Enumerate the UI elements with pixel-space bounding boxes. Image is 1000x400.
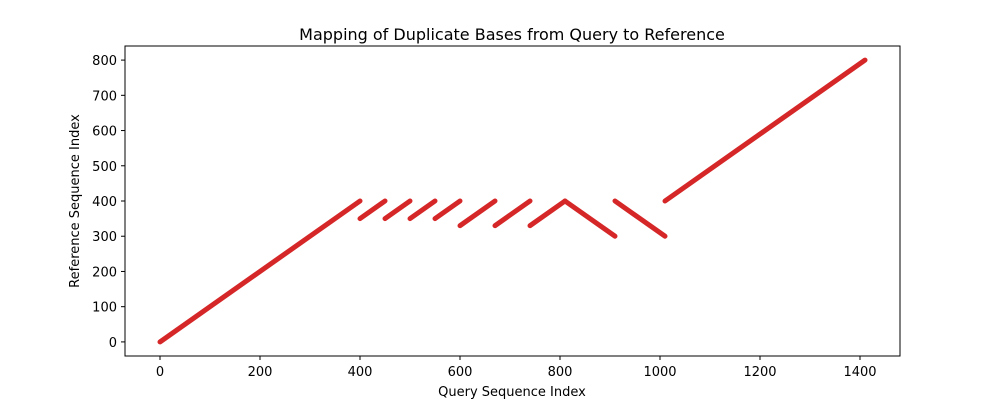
data-segment-4: [407, 198, 438, 222]
data-segment-1: [157, 198, 363, 345]
y-axis-title: Reference Sequence Index: [68, 114, 83, 288]
data-segment-5: [432, 198, 463, 222]
chart-title: Mapping of Duplicate Bases from Query to…: [299, 25, 725, 44]
y-tick-label: 500: [92, 160, 117, 175]
y-tick-label: 300: [92, 230, 117, 245]
data-segment-10: [612, 198, 668, 239]
data-segment-3: [382, 198, 413, 222]
y-tick-label: 0: [109, 336, 117, 351]
x-tick-label: 1200: [743, 365, 776, 380]
x-tick-label: 400: [348, 365, 373, 380]
y-tick-label: 800: [92, 54, 117, 69]
x-axis-title: Query Sequence Index: [438, 385, 586, 400]
x-tick-label: 1000: [643, 365, 676, 380]
plot-area: [157, 57, 868, 345]
data-segment-11: [662, 57, 868, 204]
x-tick-label: 200: [248, 365, 273, 380]
data-segment-2: [357, 198, 388, 222]
y-tick-label: 100: [92, 301, 117, 316]
data-segment-8: [527, 198, 568, 229]
plot-frame: [124, 45, 901, 357]
x-tick-label: 800: [548, 365, 573, 380]
x-axis: 0 200 400 600 800 1000 1200 1400: [156, 356, 877, 380]
y-tick-label: 600: [92, 125, 117, 140]
y-axis: 0 100 200 300 400 500 600 700 800: [92, 54, 125, 351]
y-tick-label: 200: [92, 265, 117, 280]
x-tick-label: 1400: [843, 365, 876, 380]
x-tick-label: 0: [156, 365, 164, 380]
data-segment-7: [492, 198, 533, 229]
y-tick-label: 400: [92, 195, 117, 210]
x-tick-label: 600: [448, 365, 473, 380]
y-tick-label: 700: [92, 89, 117, 104]
data-segment-9: [562, 198, 618, 239]
data-segment-6: [457, 198, 498, 229]
